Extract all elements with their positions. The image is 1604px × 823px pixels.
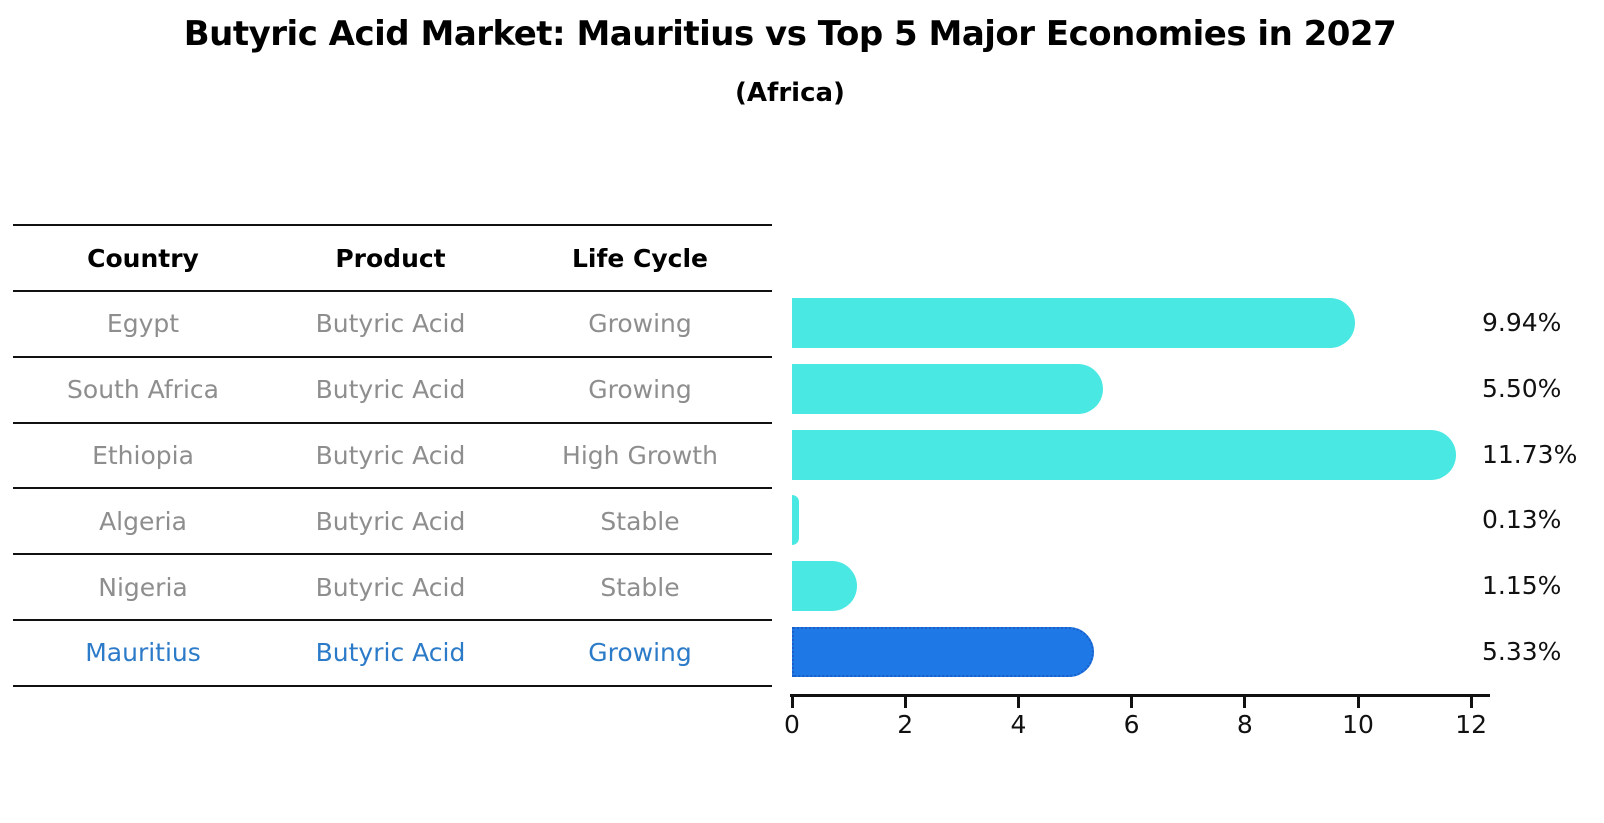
x-axis-tick-label: 0 — [784, 710, 800, 739]
country-cell: Mauritius — [85, 638, 201, 668]
life-cycle-cell: Growing — [588, 638, 692, 668]
life-cycle-cell: Growing — [588, 309, 692, 339]
product-cell: Butyric Acid — [315, 506, 466, 536]
country-cell: South Africa — [67, 375, 219, 405]
value-label: 0.13% — [1482, 505, 1562, 535]
table-row: South Africa Butyric Acid Growing — [13, 358, 772, 424]
x-axis-tick-mark — [1356, 697, 1360, 708]
table-row: Algeria Butyric Acid Stable — [13, 489, 772, 556]
country-cell: Algeria — [99, 506, 187, 536]
life-cycle-cell: Stable — [600, 572, 680, 602]
x-axis-tick-label: 6 — [1123, 710, 1140, 739]
value-label: 11.73% — [1482, 439, 1578, 469]
x-axis-tick-mark — [1243, 697, 1247, 708]
value-label: 1.15% — [1482, 571, 1562, 601]
x-axis-spine — [790, 694, 1490, 697]
value-label: 5.50% — [1482, 373, 1562, 403]
bar — [792, 561, 858, 612]
chart-subtitle: (Africa) — [735, 78, 845, 108]
life-cycle-cell: High Growth — [562, 440, 718, 470]
bar — [792, 363, 1104, 414]
country-table: Country Product Life Cycle Egypt Butyric … — [13, 224, 772, 687]
x-axis-tick-label: 4 — [1010, 710, 1027, 739]
country-cell: Ethiopia — [92, 440, 194, 470]
product-cell: Butyric Acid — [315, 440, 466, 470]
table-header-row: Country Product Life Cycle — [13, 226, 772, 292]
life-cycle-cell: Growing — [588, 375, 692, 405]
x-axis-tick-mark — [790, 697, 794, 708]
x-axis-tick-mark — [903, 697, 907, 708]
column-header-country: Country — [87, 243, 199, 273]
x-axis-tick-label: 8 — [1236, 710, 1253, 739]
highlighted-bar — [792, 626, 1094, 677]
value-label: 9.94% — [1482, 307, 1562, 337]
x-axis-tick-mark — [1469, 697, 1473, 708]
product-cell: Butyric Acid — [315, 572, 466, 602]
product-cell: Butyric Acid — [315, 309, 466, 339]
product-cell: Butyric Acid — [315, 375, 466, 405]
x-axis-tick-mark — [1130, 697, 1134, 708]
column-header-product: Product — [335, 243, 446, 273]
bar — [792, 495, 800, 546]
column-header-life-cycle: Life Cycle — [571, 243, 709, 273]
value-label: 5.33% — [1482, 636, 1562, 666]
x-axis-tick-label: 2 — [897, 710, 914, 739]
chart-title: Butyric Acid Market: Mauritius vs Top 5 … — [183, 14, 1397, 54]
table-row: Mauritius Butyric Acid Growing — [13, 621, 772, 687]
table-row: Egypt Butyric Acid Growing — [13, 292, 772, 358]
product-cell: Butyric Acid — [315, 638, 466, 668]
table-row: Nigeria Butyric Acid Stable — [13, 555, 772, 621]
x-axis-tick-label: 10 — [1342, 710, 1374, 739]
table-row: Ethiopia Butyric Acid High Growth — [13, 424, 772, 490]
country-cell: Nigeria — [98, 572, 188, 602]
bar — [792, 429, 1456, 480]
country-cell: Egypt — [106, 309, 180, 339]
x-axis-tick-label: 12 — [1455, 710, 1488, 739]
bar — [792, 297, 1355, 348]
x-axis-tick-mark — [1016, 697, 1020, 708]
life-cycle-cell: Stable — [600, 506, 680, 536]
